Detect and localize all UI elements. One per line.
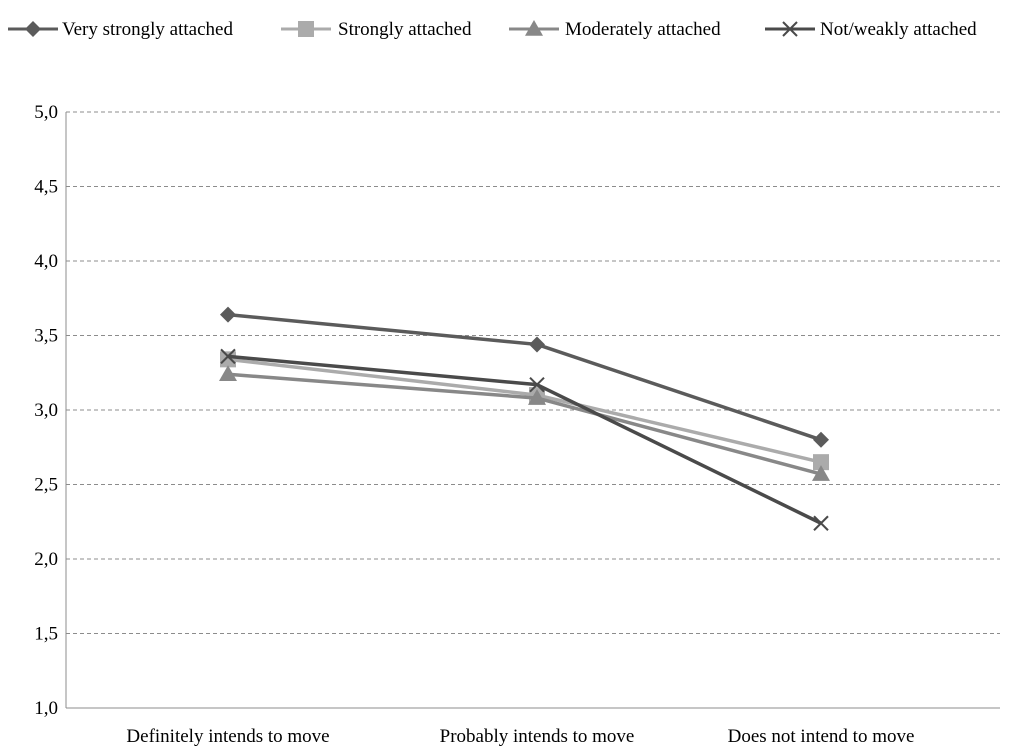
legend-item: Strongly attached	[281, 19, 472, 40]
axes	[65, 112, 1000, 709]
y-tick-label: 2,5	[34, 475, 58, 496]
legend: Very strongly attached Strongly attached M…	[8, 19, 977, 40]
legend-label: Very strongly attached	[62, 19, 233, 40]
x-tick-label: Does not intend to move	[728, 726, 915, 747]
y-axis-ticks: 1,0 1,5 2,0 2,5 3,0 3,5 4,0 4,5 5,0	[34, 102, 58, 719]
legend-label: Moderately attached	[565, 19, 721, 40]
series-line	[227, 312, 822, 442]
y-tick-label: 3,5	[34, 326, 58, 347]
legend-marker	[525, 20, 543, 36]
data-point	[529, 376, 545, 393]
x-tick-label: Definitely intends to move	[126, 726, 329, 747]
data-point	[528, 389, 546, 405]
y-tick-label: 4,5	[34, 177, 58, 198]
data-point	[220, 351, 236, 368]
series-line	[227, 372, 822, 476]
y-tick-label: 2,0	[34, 549, 58, 570]
data-point	[219, 365, 237, 381]
series-moderately-attached	[219, 365, 830, 481]
legend-marker	[782, 21, 798, 37]
x-tick-label: Probably intends to move	[440, 726, 635, 747]
series-group	[219, 306, 830, 531]
data-point	[529, 336, 545, 353]
legend-label: Not/weakly attached	[820, 19, 977, 40]
y-tick-label: 3,0	[34, 400, 58, 421]
y-tick-label: 1,5	[34, 624, 58, 645]
legend-item: Very strongly attached	[8, 19, 233, 40]
x-axis-ticks: Definitely intends to move Probably inten…	[126, 726, 914, 747]
data-point	[813, 515, 829, 531]
legend-item: Moderately attached	[509, 19, 721, 40]
data-point	[220, 306, 236, 323]
y-tick-label: 5,0	[34, 102, 58, 123]
grid-lines	[66, 111, 1000, 634]
data-point	[813, 454, 829, 471]
legend-marker	[25, 21, 41, 37]
data-point	[812, 465, 830, 481]
y-tick-label: 1,0	[34, 698, 58, 719]
y-tick-label: 4,0	[34, 251, 58, 272]
legend-marker	[298, 21, 314, 37]
data-point	[220, 348, 236, 365]
series-not-weakly-attached	[220, 348, 829, 531]
data-point	[813, 431, 829, 448]
legend-item: Not/weakly attached	[765, 19, 977, 40]
legend-label: Strongly attached	[338, 19, 472, 40]
series-very-strongly-attached	[220, 306, 829, 448]
